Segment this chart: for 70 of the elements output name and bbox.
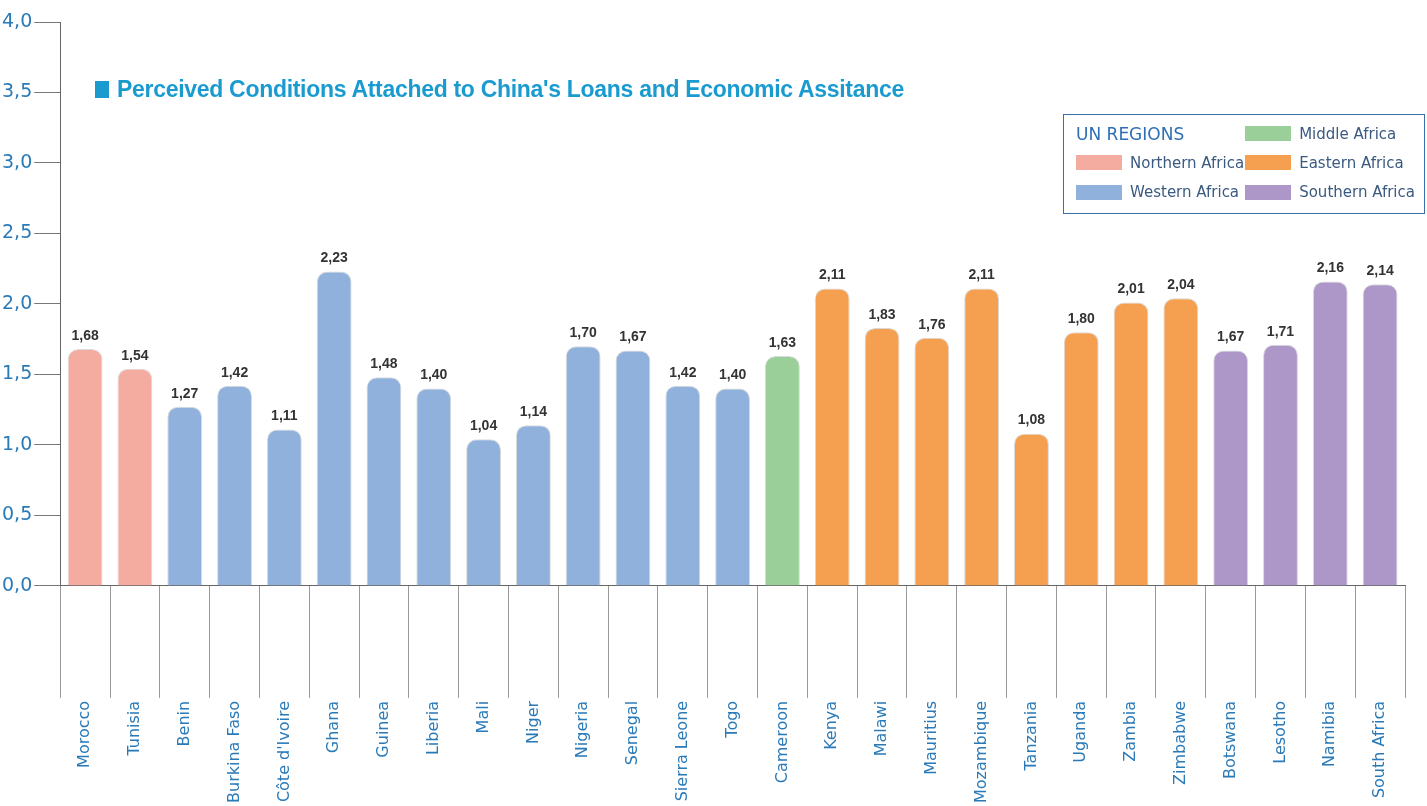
data-label: 1,80 [1067,309,1096,326]
x-tick-label: Liberia [422,700,442,756]
y-tick-label: 2,0 [2,290,33,313]
data-label: 2,11 [818,266,846,283]
data-label: 2,16 [1316,259,1345,276]
x-tick-label: Kenya [821,700,841,750]
x-tick-label: Sierra Leone [671,700,691,802]
y-tick-label: 3,0 [2,149,33,172]
legend-label: Southern Africa [1299,183,1415,202]
data-label: 1,40 [718,366,747,383]
x-tick-label: Tunisia [124,700,144,757]
data-label: 1,14 [519,403,548,420]
x-tick-label: Mauritius [920,700,940,775]
y-tick-label: 4,0 [2,8,33,31]
data-label: 2,14 [1366,262,1394,279]
x-tick-label: Malawi [871,700,891,757]
data-label: 1,11 [271,407,298,424]
y-tick-label: 0,0 [2,572,33,595]
x-tick-label: South Africa [1369,700,1389,799]
y-tick-label: 1,5 [2,361,33,384]
x-tick-label: Morocco [74,700,94,768]
data-label: 1,54 [121,346,149,363]
x-tick-label: Nigeria [572,700,592,759]
data-label: 1,63 [768,333,797,350]
data-label: 1,83 [868,305,896,322]
x-tick-label: Togo [721,700,741,739]
data-label: 1,76 [918,315,946,332]
x-tick-label: Guinea [373,700,393,758]
legend-label: Middle Africa [1299,124,1397,143]
y-tick-label: 2,5 [2,220,33,243]
data-label: 1,48 [370,355,398,372]
x-tick-label: Senegal [622,700,642,766]
data-label: 1,70 [569,324,598,341]
data-label: 2,23 [320,249,348,266]
legend-title: UN REGIONS [1076,123,1186,144]
data-label: 1,68 [71,326,99,343]
x-tick-label: Mali [472,700,492,734]
y-tick-label: 3,5 [2,79,33,102]
x-tick-label: Zimbabwe [1170,700,1190,785]
x-tick-label: Tanzania [1020,700,1040,772]
y-tick-label: 0,5 [2,502,33,525]
data-label: 1,42 [220,363,249,380]
legend-label: Eastern Africa [1299,153,1404,172]
x-tick-label: Ghana [323,700,343,754]
data-label: 2,11 [968,266,996,283]
data-label: 1,04 [469,417,498,434]
data-label: 2,04 [1167,276,1195,293]
x-tick-label: Zambia [1120,700,1140,762]
x-tick-label: Lesotho [1269,700,1289,764]
x-tick-label: Uganda [1070,700,1090,763]
x-tick-label: Botswana [1219,700,1239,780]
x-tick-label: Benin [173,700,193,747]
data-label: 1,67 [619,328,647,345]
x-tick-label: Namibia [1319,700,1339,768]
x-tick-label: Mozambique [970,700,990,803]
text: Perceived Conditions Attached to China's Loans and Economic Assitance [117,76,904,103]
x-tick-label: Cameroon [771,700,791,784]
data-label: 2,01 [1117,280,1145,297]
legend-label: Western Africa [1130,183,1240,202]
data-label: 1,42 [669,363,697,380]
data-label: 1,67 [1217,328,1245,345]
data-label: 1,40 [420,366,448,383]
legend-label: Northern Africa [1130,153,1245,172]
x-tick-label: Niger [522,700,542,744]
x-tick-label: Burkina Faso [223,700,243,803]
data-label: 1,71 [1266,322,1295,339]
y-tick-label: 1,0 [2,431,33,454]
data-label: 1,27 [171,384,199,401]
x-tick-label: Côte d'Ivoire [273,700,293,803]
data-label: 1,08 [1017,411,1046,428]
